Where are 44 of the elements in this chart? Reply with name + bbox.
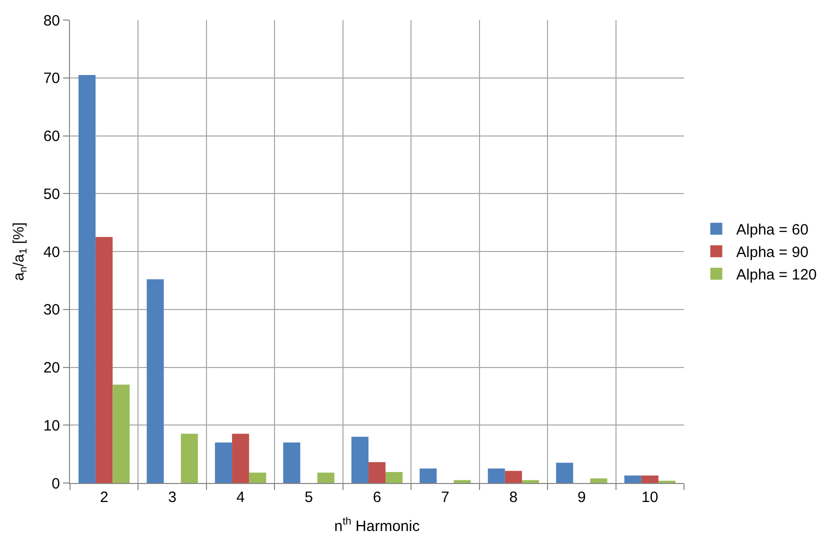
bar bbox=[180, 434, 198, 483]
bar bbox=[78, 74, 96, 483]
y-tick-label: 20 bbox=[43, 360, 60, 376]
legend-label: Alpha = 120 bbox=[736, 266, 817, 284]
legend-label: Alpha = 90 bbox=[736, 244, 808, 262]
y-tick-label: 30 bbox=[43, 302, 60, 319]
x-tick-label: 8 bbox=[509, 489, 518, 506]
bar bbox=[351, 436, 368, 483]
x-tick-label: 7 bbox=[441, 489, 450, 506]
legend-label: Alpha = 60 bbox=[736, 222, 808, 239]
x-axis-title: n$^{th}$ Harmonic bbox=[334, 516, 420, 535]
bar bbox=[146, 279, 164, 483]
y-tick-label: 80 bbox=[43, 12, 60, 30]
bar bbox=[488, 468, 505, 483]
y-tick-label: 40 bbox=[43, 244, 60, 261]
bar bbox=[504, 470, 522, 483]
x-tick-label: 9 bbox=[578, 489, 586, 506]
bar bbox=[368, 462, 386, 483]
y-tick-label: 0 bbox=[52, 475, 60, 492]
y-tick-label: 70 bbox=[43, 70, 60, 88]
bar bbox=[232, 434, 250, 483]
x-tick-label: 5 bbox=[304, 489, 313, 506]
x-tick-label: 4 bbox=[236, 489, 245, 506]
bar bbox=[556, 462, 574, 483]
bar bbox=[522, 480, 540, 483]
bar bbox=[96, 237, 113, 483]
bar bbox=[283, 442, 300, 483]
bar bbox=[214, 442, 232, 483]
bar bbox=[317, 472, 334, 483]
bar bbox=[641, 475, 658, 483]
bar bbox=[386, 472, 403, 483]
y-tick-label: 50 bbox=[43, 186, 60, 203]
bar bbox=[454, 480, 471, 483]
x-tick-label: 6 bbox=[372, 489, 382, 506]
bar bbox=[112, 384, 130, 483]
x-tick-label: 3 bbox=[168, 489, 176, 506]
bar bbox=[624, 475, 642, 483]
y-tick-label: 10 bbox=[43, 417, 60, 434]
y-tick-label: 60 bbox=[43, 128, 60, 145]
x-tick-label: 10 bbox=[642, 489, 658, 506]
bar bbox=[590, 478, 608, 483]
x-tick-label: 2 bbox=[100, 489, 108, 506]
bar bbox=[249, 472, 266, 483]
bar bbox=[420, 468, 437, 483]
